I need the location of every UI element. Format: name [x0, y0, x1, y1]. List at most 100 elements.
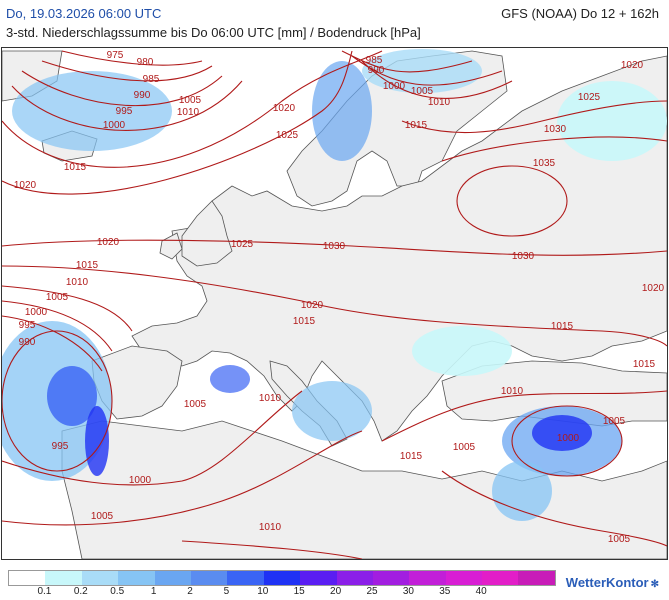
- legend-swatch: [336, 571, 373, 585]
- isobar-label: 1000: [557, 433, 580, 444]
- isobar-labels: 9759809859909951000100510101015102010201…: [14, 50, 665, 545]
- weather-map: 975 980 985 990 995 1000 1005 1010 1015 1020 1020 1…: [1, 47, 668, 560]
- isobar-label: 1005: [179, 95, 202, 106]
- isobar-label: 995: [19, 320, 36, 331]
- isobar-label: 1020: [273, 103, 296, 114]
- isobar-line: [2, 265, 667, 347]
- isobar-label: 995: [52, 441, 69, 452]
- isobar-label: 980: [137, 57, 154, 68]
- legend-swatch: [263, 571, 301, 585]
- legend-swatch: [154, 571, 191, 585]
- isobar-label: 1025: [276, 130, 299, 141]
- precip-area-balkans: [412, 326, 512, 376]
- precipitation-legend: [8, 570, 556, 586]
- legend-label: 10: [257, 586, 269, 597]
- legend-label: 0.2: [73, 586, 88, 597]
- legend-label: 2: [187, 586, 193, 597]
- legend-swatch: [445, 571, 483, 585]
- isobar-label: 975: [107, 50, 124, 61]
- legend-swatch: [118, 571, 155, 585]
- legend-label: 15: [293, 586, 305, 597]
- isobar-label: 1010: [259, 393, 282, 404]
- isobar-label: 1005: [608, 534, 631, 545]
- isobar-label: 1015: [293, 316, 316, 327]
- map-canvas: 9759809859909951000100510101015102010201…: [2, 49, 667, 559]
- precip-area-middle-east: [492, 461, 552, 521]
- precip-area-atlantic-core: [47, 366, 97, 426]
- legend-label: 20: [330, 586, 342, 597]
- isobar-label: 1005: [46, 292, 69, 303]
- isobar-line: [341, 50, 473, 73]
- legend-label: 30: [402, 586, 414, 597]
- isobar-line: [381, 390, 667, 442]
- isobar-label: 1015: [64, 162, 87, 173]
- isobar-label: 1015: [405, 120, 428, 131]
- isobar-line: [2, 390, 303, 486]
- isobar-label: 1025: [578, 92, 601, 103]
- legend-swatch: [227, 571, 264, 585]
- isobar-line: [181, 540, 363, 559]
- legend-label: 25: [366, 586, 378, 597]
- precip-area-norway: [312, 61, 372, 161]
- ireland-land: [159, 232, 183, 260]
- isobar-label: 1030: [512, 251, 535, 262]
- isobar-label: 1005: [184, 399, 207, 410]
- isobar-label: 1005: [411, 86, 434, 97]
- isobar-label: 1025: [231, 239, 254, 250]
- legend-label: 35: [439, 586, 451, 597]
- legend-swatch: [45, 571, 82, 585]
- legend-swatch: [482, 571, 519, 585]
- isobar-label: 1030: [544, 124, 567, 135]
- isobar-label: 985: [143, 74, 160, 85]
- isobar-label: 990: [368, 65, 385, 76]
- precipitation-layer: [2, 49, 667, 521]
- isobar-label: 1030: [323, 241, 346, 252]
- isobar-line: [2, 300, 113, 352]
- isobar-label: 1020: [301, 300, 324, 311]
- isobar-label: 985: [366, 55, 383, 66]
- legend-swatch: [409, 571, 446, 585]
- isobar-line: [2, 315, 103, 372]
- isobar-label: 1000: [383, 81, 406, 92]
- isobar-label: 1000: [25, 307, 48, 318]
- isobar-line: [441, 470, 667, 547]
- isobar-line: [21, 70, 223, 107]
- isobar-line: [441, 136, 667, 162]
- legend-swatch: [9, 571, 46, 585]
- map-subtitle: 3-std. Niederschlagssumme bis Do 06:00 U…: [6, 25, 421, 40]
- isobar-low-eastmed: [511, 405, 623, 477]
- model-run-label: GFS (NOAA) Do 12 + 162h: [501, 6, 659, 21]
- isobar-line: [61, 50, 203, 66]
- isobar-label: 1010: [428, 97, 451, 108]
- isobar-line: [401, 100, 667, 134]
- isobar-layer: [2, 50, 667, 559]
- isobar-label: 1015: [400, 451, 423, 462]
- legend-swatch: [300, 571, 337, 585]
- isobar-line: [2, 239, 667, 256]
- isobar-label: 1020: [642, 283, 665, 294]
- isobar-label: 1035: [533, 158, 556, 169]
- legend-label: 0.1: [37, 586, 52, 597]
- isobar-label: 1005: [603, 416, 626, 427]
- legend-label: 40: [475, 586, 487, 597]
- legend-swatch: [81, 571, 119, 585]
- isobar-label: 1015: [76, 260, 99, 271]
- isobar-label: 1020: [621, 60, 644, 71]
- isobar-label: 1015: [633, 359, 656, 370]
- isobar-label: 1005: [91, 511, 114, 522]
- isobar-label: 1005: [453, 442, 476, 453]
- precip-area-russia: [557, 81, 667, 161]
- legend-label: 5: [223, 586, 230, 597]
- isobar-label: 1000: [103, 120, 126, 131]
- legend-label: 0.5: [110, 586, 125, 597]
- isobar-label: 1015: [551, 321, 574, 332]
- isobar-low-atlantic: [2, 330, 113, 472]
- precip-area-east-med-core: [532, 415, 592, 451]
- isobar-line: [2, 430, 363, 526]
- isobar-high-1035: [456, 165, 568, 237]
- isobar-line: [41, 60, 213, 82]
- isobar-line: [2, 285, 133, 332]
- africa-land: [61, 420, 667, 559]
- isobar-label: 990: [134, 90, 151, 101]
- isobar-label: 995: [116, 106, 133, 117]
